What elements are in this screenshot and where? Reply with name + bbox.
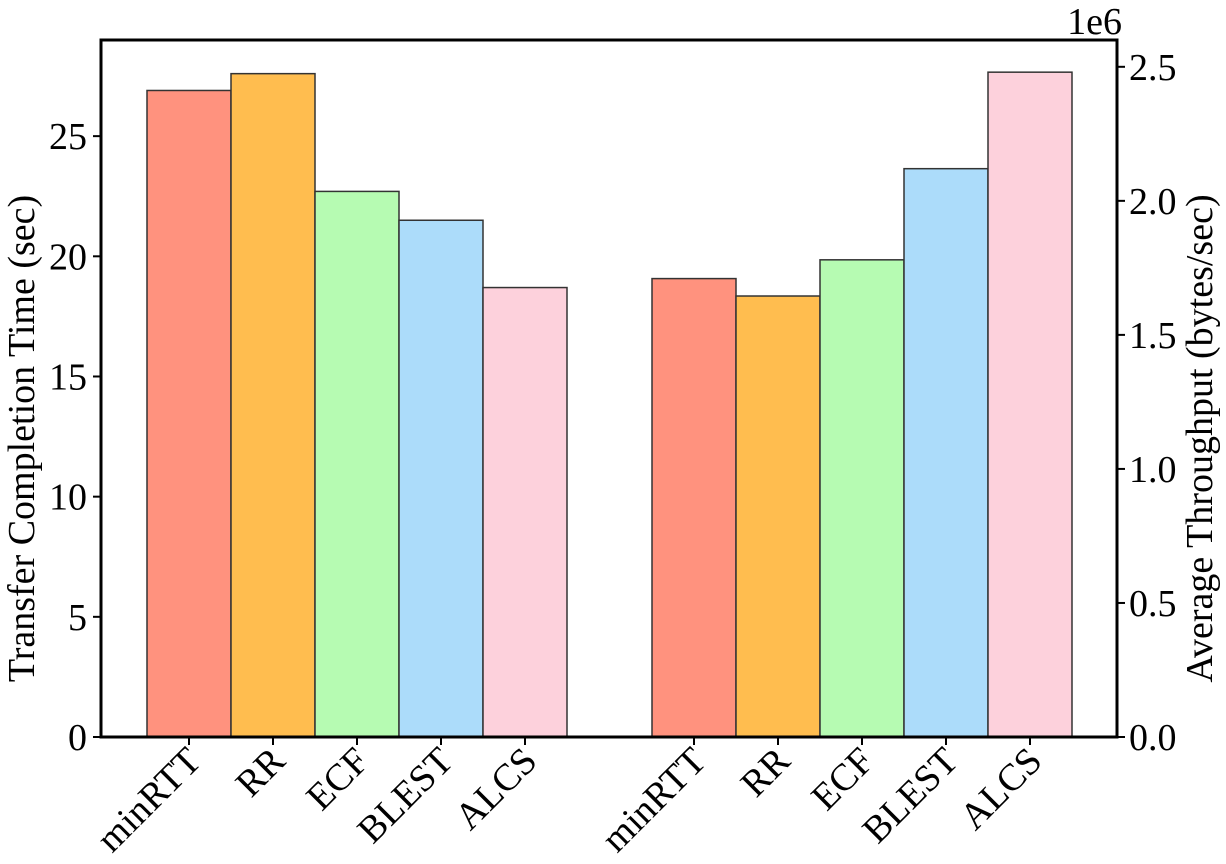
x-tick-label-left-minrtt: minRTT — [89, 740, 210, 861]
right-tick-label: 2.5 — [1129, 47, 1177, 89]
right-tick-label: 1.0 — [1129, 449, 1177, 491]
x-tick-label-left-blest: BLEST — [350, 740, 462, 852]
left-bar-rr — [230, 72, 316, 738]
bars-left-group — [146, 72, 568, 738]
right-tick-label: 2.0 — [1129, 181, 1177, 223]
x-tick-label-right-minrtt: minRTT — [594, 740, 715, 861]
left-tick-label: 0 — [68, 717, 87, 759]
bars-right-group — [651, 71, 1073, 738]
right-tick-label: 1.5 — [1129, 315, 1177, 357]
plot-frame — [99, 38, 1119, 739]
x-tick-label-right-alcs: ALCS — [952, 740, 1050, 838]
right-bar-ecf — [819, 259, 905, 738]
right-y-axis-label: Average Throughput (bytes/sec) — [1179, 194, 1221, 682]
x-tick-label-left-alcs: ALCS — [447, 740, 545, 838]
x-tick-label-left-rr: RR — [228, 739, 294, 805]
left-y-axis-label: Transfer Completion Time (sec) — [1, 195, 43, 682]
left-bar-blest — [398, 219, 484, 738]
right-tick-label: 0.0 — [1129, 717, 1177, 759]
right-bar-minrtt — [651, 277, 737, 738]
right-axis-ticks: 0.0 0.5 1.0 1.5 2.0 2.5 — [1117, 47, 1177, 759]
right-bar-blest — [903, 167, 989, 738]
left-tick-label: 20 — [49, 236, 87, 278]
left-tick-label: 10 — [49, 477, 87, 519]
right-bar-alcs — [987, 71, 1073, 738]
right-axis-offset-label: 1e6 — [1067, 1, 1122, 43]
x-tick-label-right-rr: RR — [733, 739, 799, 805]
left-tick-label: 5 — [68, 597, 87, 639]
right-tick-label: 0.5 — [1129, 583, 1177, 625]
left-tick-label: 25 — [49, 116, 87, 158]
x-tick-label-right-blest: BLEST — [855, 740, 967, 852]
left-tick-label: 15 — [49, 356, 87, 398]
left-axis-ticks: 0 5 10 15 20 25 — [49, 116, 101, 759]
left-bar-ecf — [314, 190, 400, 738]
left-bar-minrtt — [146, 89, 232, 738]
right-bar-rr — [735, 295, 821, 738]
left-bar-alcs — [482, 286, 568, 738]
